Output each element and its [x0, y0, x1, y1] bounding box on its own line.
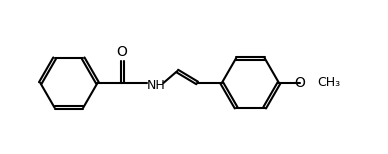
Text: O: O — [294, 76, 305, 90]
Text: CH₃: CH₃ — [317, 76, 341, 89]
Text: NH: NH — [147, 79, 166, 92]
Text: O: O — [117, 45, 128, 59]
